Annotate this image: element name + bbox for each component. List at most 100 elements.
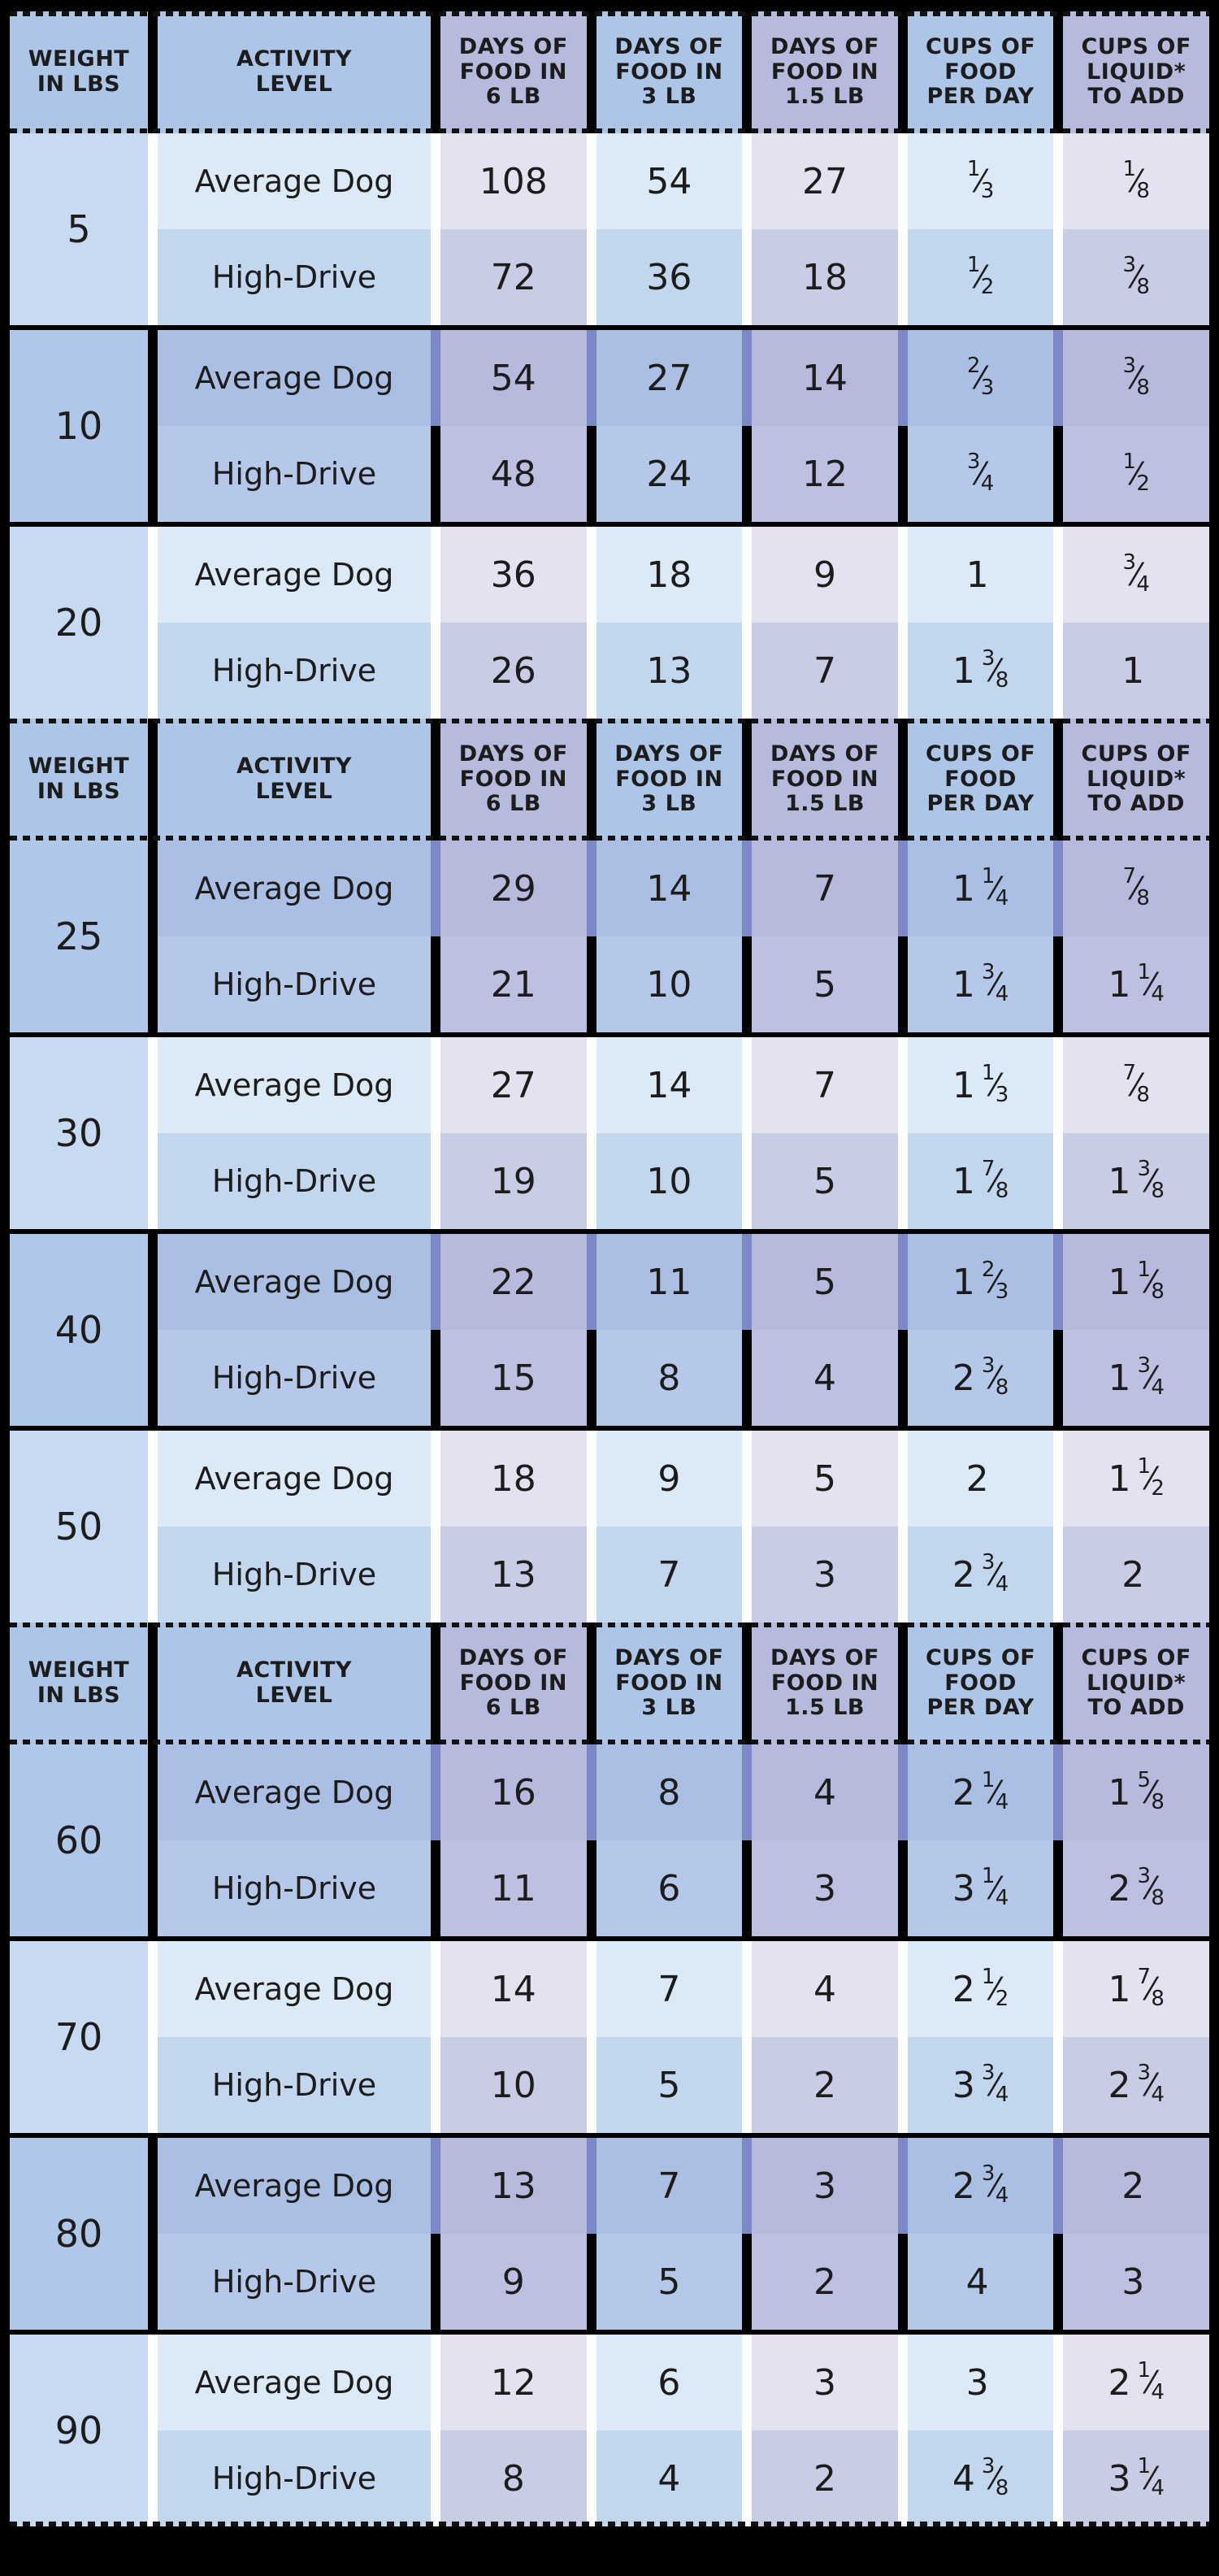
section-groups: 5 Average Dog 108 54 27 1 ⁄ 3 1 ⁄ 8 High-Drive 72 36 1… [10, 133, 1209, 719]
cups-food-per-day-cell: 3 1 ⁄ 4 [907, 1840, 1054, 1936]
fraction: 3 ⁄ 8 [1137, 1157, 1164, 1203]
days-6lb-cell: 11 [440, 1840, 587, 1936]
fraction-numerator: 1 [1122, 157, 1137, 181]
header-cell-col5: CUPS OF FOOD PER DAY [907, 1622, 1054, 1744]
header-line: DAYS OF [770, 741, 879, 767]
days-6lb-cell: 72 [440, 229, 587, 325]
days-1-5lb-cell: 3 [752, 1527, 898, 1622]
weight-cell: 80 [10, 2138, 148, 2330]
fraction-denominator: 2 [1151, 1476, 1165, 1501]
fraction-denominator: 8 [1151, 1790, 1165, 1814]
header-line: DAYS OF [770, 1644, 879, 1670]
days-3lb-cell: 13 [596, 623, 743, 719]
fraction-whole: 3 [1121, 2261, 1145, 2303]
days-1-5lb-cell: 7 [752, 623, 898, 719]
fraction-slash: ⁄ [992, 871, 998, 906]
fraction-whole: 2 [952, 1357, 975, 1399]
days-6lb-cell: 16 [440, 1744, 587, 1840]
header-line: ACTIVITY [236, 1657, 353, 1683]
fraction-denominator: 8 [1151, 1179, 1165, 1203]
cups-liquid-to-add-cell: 7 ⁄ 8 [1063, 841, 1209, 936]
header-column-gap [148, 1622, 158, 1744]
days-1-5lb-cell: 18 [752, 229, 898, 325]
days-1-5lb-cell: 7 [752, 1037, 898, 1133]
fraction-slash: ⁄ [1148, 1461, 1154, 1497]
header-line: WEIGHT [28, 1657, 130, 1683]
days-1-5lb-cell: 5 [752, 1431, 898, 1527]
fraction-denominator: 2 [995, 1987, 1009, 2011]
fraction-denominator: 3 [995, 1083, 1009, 1107]
fraction-whole: 4 [965, 2261, 989, 2303]
cups-food-per-day-cell: 3 [907, 2335, 1054, 2430]
fraction-numerator: 7 [1122, 1061, 1137, 1085]
fraction-numerator: 3 [966, 450, 981, 474]
group-column-gap [148, 1431, 158, 1622]
fraction-denominator: 8 [1136, 179, 1150, 203]
cups-liquid-to-add-cell: 1 1 ⁄ 8 [1063, 1234, 1209, 1330]
cups-liquid-to-add-cell: 1 [1063, 623, 1209, 719]
header-line: DAYS OF [458, 741, 568, 767]
activity-cell: High-Drive [158, 623, 431, 719]
header-line: LEVEL [255, 72, 333, 97]
fraction: 3 ⁄ 8 [1137, 1864, 1164, 1910]
days-3lb-cell: 6 [596, 2335, 743, 2430]
fraction: 1 ⁄ 4 [982, 1864, 1009, 1910]
weight-cell: 70 [10, 1941, 148, 2133]
fraction-denominator: 8 [1136, 275, 1150, 299]
column-header-row: WEIGHT IN LBS ACTIVITY LEVEL DAYS OF FOOD IN 6… [10, 11, 1209, 133]
fraction-denominator: 8 [1151, 1987, 1165, 2011]
cups-liquid-to-add-cell: 1 1 ⁄ 2 [1063, 1431, 1209, 1527]
table-row: Average Dog 22 11 5 1 2 ⁄ 3 1 1 ⁄ 8 [158, 1234, 1209, 1330]
fraction: 7 ⁄ 8 [1137, 1965, 1164, 2011]
fraction-denominator: 4 [995, 886, 1009, 910]
fraction-slash: ⁄ [1148, 2067, 1154, 2103]
fraction-numerator: 1 [1137, 960, 1152, 984]
header-line: 1.5 LB [784, 1695, 865, 1721]
days-6lb-cell: 54 [440, 330, 587, 426]
days-6lb-cell: 21 [440, 936, 587, 1032]
fraction-numerator: 3 [1122, 354, 1137, 378]
column-header-row: WEIGHT IN LBS ACTIVITY LEVEL DAYS OF FOOD IN 6… [10, 1622, 1209, 1744]
fraction-denominator: 2 [1136, 471, 1150, 496]
days-1-5lb-cell: 9 [752, 527, 898, 623]
fraction-denominator: 3 [995, 1279, 1009, 1304]
cups-food-per-day-cell: 2 3 ⁄ 4 [907, 1527, 1054, 1622]
weight-group: 5 Average Dog 108 54 27 1 ⁄ 3 1 ⁄ 8 High-Drive 72 36 1… [10, 133, 1209, 325]
fraction-denominator: 8 [1136, 376, 1150, 400]
fraction: 3 ⁄ 8 [982, 2454, 1009, 2500]
fraction-whole: 2 [1108, 1867, 1131, 1909]
fraction-numerator: 1 [981, 864, 996, 888]
group-column-gap [148, 1234, 158, 1426]
weight-group: 10 Average Dog 54 27 14 2 ⁄ 3 3 ⁄ 8 High-Drive 48 24 1… [10, 330, 1209, 522]
days-1-5lb-cell: 14 [752, 330, 898, 426]
table-row: Average Dog 54 27 14 2 ⁄ 3 3 ⁄ 8 [158, 330, 1209, 426]
weight-cell: 50 [10, 1431, 148, 1622]
header-columns: ACTIVITY LEVEL DAYS OF FOOD IN 6 LB DAYS OF FO… [158, 719, 1209, 841]
days-6lb-cell: 36 [440, 527, 587, 623]
days-6lb-cell: 22 [440, 1234, 587, 1330]
group-rows: Average Dog 13 7 3 2 3 ⁄ 4 2 High-Drive 9 5 2 4 3 [158, 2138, 1209, 2330]
fraction: 1 ⁄ 4 [982, 1768, 1009, 1814]
header-cell-col6: CUPS OF LIQUID* TO ADD [1063, 719, 1209, 841]
fraction-numerator: 1 [981, 1864, 996, 1888]
activity-cell: Average Dog [158, 1744, 431, 1840]
fraction-slash: ⁄ [1134, 259, 1139, 295]
fraction: 3 ⁄ 4 [982, 2061, 1009, 2107]
fraction: 7 ⁄ 8 [1122, 1061, 1149, 1107]
fraction: 7 ⁄ 8 [982, 1157, 1009, 1203]
fraction-numerator: 1 [981, 1768, 996, 1792]
header-line: CUPS OF [1081, 33, 1191, 59]
header-line: CUPS OF [1081, 741, 1191, 767]
days-3lb-cell: 10 [596, 936, 743, 1032]
header-cell-col2: DAYS OF FOOD IN 6 LB [440, 719, 587, 841]
header-line: IN LBS [37, 72, 121, 97]
activity-cell: High-Drive [158, 2430, 431, 2526]
header-line: TO ADD [1087, 791, 1185, 817]
fraction: 1 ⁄ 2 [1122, 450, 1149, 496]
fraction-numerator: 2 [966, 354, 981, 378]
cups-liquid-to-add-cell: 1 ⁄ 8 [1063, 133, 1209, 229]
group-column-gap [148, 1941, 158, 2133]
activity-cell: Average Dog [158, 1941, 431, 2037]
header-cell-weight: WEIGHT IN LBS [10, 11, 148, 133]
cups-liquid-to-add-cell: 2 1 ⁄ 4 [1063, 2335, 1209, 2430]
